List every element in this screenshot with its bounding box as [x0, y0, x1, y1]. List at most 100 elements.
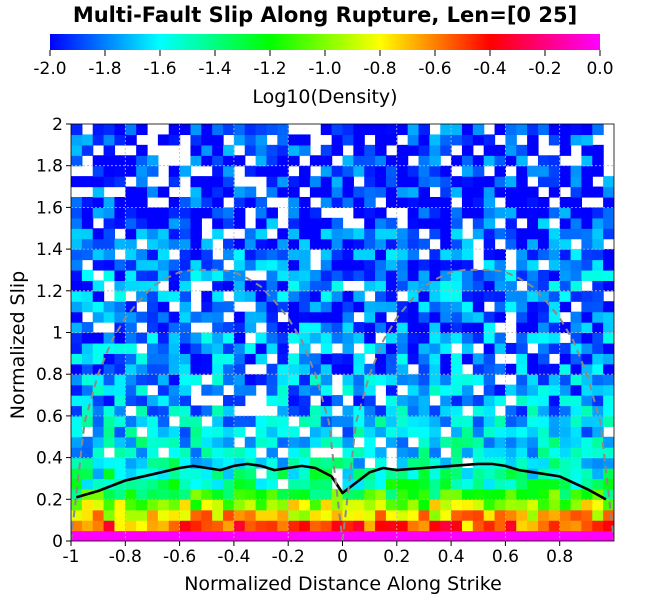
heatmap-cell — [592, 249, 604, 261]
heatmap-cell — [157, 228, 170, 240]
heatmap-cell — [266, 332, 278, 344]
heatmap-cell — [147, 426, 159, 438]
heatmap-cell — [516, 259, 528, 271]
heatmap-cell — [299, 499, 311, 511]
heatmap-cell — [157, 384, 170, 396]
heatmap-cell — [548, 228, 561, 240]
heatmap-cell — [277, 415, 289, 427]
heatmap-cell — [92, 196, 105, 208]
heatmap-cell — [548, 207, 561, 219]
heatmap-cell — [516, 311, 528, 323]
heatmap-cell — [81, 280, 94, 292]
heatmap-cell — [353, 520, 365, 532]
heatmap-cell — [375, 207, 387, 219]
heatmap-cell — [147, 322, 159, 334]
heatmap-cell — [114, 520, 126, 532]
heatmap-cell — [559, 374, 572, 386]
heatmap-cell — [472, 311, 485, 323]
heatmap-cell — [92, 457, 105, 469]
heatmap-cell — [407, 269, 420, 281]
heatmap-cell — [288, 207, 300, 219]
heatmap-cell — [581, 165, 593, 177]
heatmap-cell — [309, 290, 322, 302]
heatmap-cell — [375, 144, 387, 156]
heatmap-cell — [342, 322, 354, 334]
heatmap-cell — [570, 217, 583, 229]
heatmap-cell — [190, 217, 202, 229]
heatmap-cell — [309, 478, 322, 490]
heatmap-cell — [494, 499, 506, 511]
heatmap-cell — [472, 322, 485, 334]
heatmap-cell — [288, 322, 300, 334]
heatmap-cell — [385, 353, 398, 365]
heatmap-cell — [385, 436, 398, 448]
heatmap-cell — [342, 468, 354, 480]
heatmap-cell — [451, 530, 463, 541]
heatmap-cell — [548, 176, 561, 188]
heatmap-cell — [288, 217, 300, 229]
heatmap-cell — [505, 196, 517, 208]
heatmap-cell — [516, 405, 528, 417]
heatmap-cell — [418, 426, 430, 438]
heatmap-cell — [375, 134, 387, 146]
heatmap-cell — [505, 405, 517, 417]
heatmap-cell — [559, 238, 572, 250]
heatmap-cell — [81, 249, 94, 261]
heatmap-cell — [494, 415, 506, 427]
heatmap-cell — [537, 301, 550, 313]
heatmap-cell — [537, 457, 550, 469]
heatmap-cell — [299, 488, 311, 500]
heatmap-cell — [342, 342, 354, 354]
heatmap-cell — [364, 436, 376, 448]
heatmap-cell — [277, 395, 289, 407]
heatmap-cell — [429, 290, 441, 302]
heatmap-cell — [157, 342, 170, 354]
heatmap-cell — [179, 478, 192, 490]
heatmap-cell — [299, 332, 311, 344]
heatmap-cell — [277, 405, 289, 417]
heatmap-cell — [179, 332, 192, 344]
heatmap-cell — [81, 176, 94, 188]
heatmap-cell — [255, 134, 268, 146]
heatmap-cell — [418, 353, 430, 365]
heatmap-cell — [592, 144, 604, 156]
heatmap-cell — [103, 134, 116, 146]
heatmap-cell — [603, 249, 614, 261]
heatmap-cell — [559, 342, 572, 354]
heatmap-cell — [375, 363, 387, 375]
y-tick-label: 0 — [52, 532, 63, 552]
heatmap-cell — [440, 509, 452, 521]
heatmap-cell — [223, 426, 235, 438]
heatmap-cell — [288, 176, 300, 188]
heatmap-cell — [603, 363, 614, 375]
heatmap-cell — [570, 269, 583, 281]
heatmap-cell — [483, 186, 496, 198]
heatmap-cell — [136, 363, 148, 375]
heatmap-cell — [537, 196, 550, 208]
heatmap-cell — [342, 436, 354, 448]
heatmap-cell — [505, 342, 517, 354]
heatmap-cell — [527, 520, 539, 532]
heatmap-cell — [277, 269, 289, 281]
heatmap-cell — [266, 447, 278, 459]
heatmap-cell — [157, 530, 170, 541]
heatmap-cell — [255, 342, 268, 354]
heatmap-cell — [494, 509, 506, 521]
heatmap-cell — [125, 436, 137, 448]
heatmap-cell — [537, 280, 550, 292]
heatmap-cell — [364, 530, 376, 541]
heatmap-cell — [125, 353, 137, 365]
heatmap-cell — [451, 249, 463, 261]
heatmap-cell — [472, 436, 485, 448]
heatmap-cell — [516, 228, 528, 240]
heatmap-cell — [483, 259, 496, 271]
heatmap-cell — [299, 228, 311, 240]
heatmap-cell — [451, 426, 463, 438]
heatmap-cell — [516, 499, 528, 511]
heatmap-cell — [472, 165, 485, 177]
heatmap-cell — [407, 134, 420, 146]
heatmap-cell — [581, 468, 593, 480]
heatmap-cell — [103, 207, 116, 219]
heatmap-cell — [440, 217, 452, 229]
heatmap-cell — [559, 395, 572, 407]
